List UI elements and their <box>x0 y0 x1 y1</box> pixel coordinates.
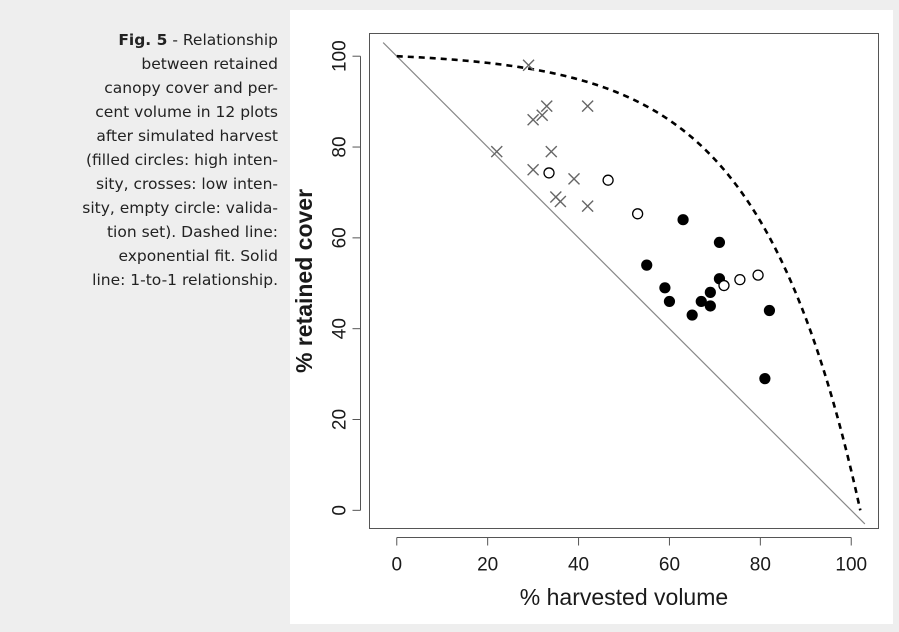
high-intensity-point <box>641 259 653 271</box>
caption-text-1: - Relationship <box>167 31 278 49</box>
validation-point <box>602 174 614 186</box>
data-points <box>490 59 776 385</box>
validation-point <box>718 279 730 292</box>
high-intensity-point <box>677 214 689 226</box>
caption-line-9: tion set). Dashed line: <box>106 223 278 241</box>
low-intensity-cross <box>581 100 594 113</box>
high-intensity-point <box>663 295 676 308</box>
y-tick-label: 0 <box>330 505 351 516</box>
high-intensity-point <box>713 236 726 248</box>
y-axis: 0 20 40 60 80 100 <box>330 40 361 516</box>
low-intensity-cross <box>540 100 553 113</box>
high-intensity-point <box>704 300 716 312</box>
exponential-fit-line <box>396 54 862 511</box>
reference-lines <box>382 42 866 525</box>
low-intensity-cross <box>527 163 540 176</box>
x-tick-label: 0 <box>391 555 402 576</box>
caption-line-8: sity, empty circle: valida- <box>82 199 278 217</box>
low-intensity-cross <box>545 145 558 158</box>
x-tick-label: 40 <box>568 555 589 576</box>
low-intensity-cross <box>527 113 540 126</box>
y-axis-title: % retained cover <box>291 189 317 373</box>
caption-line-5: after simulated harvest <box>96 127 278 145</box>
low-intensity-cross <box>554 195 567 208</box>
low-intensity-cross <box>536 109 549 122</box>
low-intensity-cross <box>490 145 503 158</box>
caption-line-7: sity, crosses: low inten- <box>96 175 278 193</box>
y-tick-label: 80 <box>330 136 351 157</box>
caption-line-10: exponential fit. Solid <box>118 247 278 265</box>
one-to-one-line <box>382 42 866 525</box>
high-intensity-point <box>704 286 716 298</box>
x-tick-label: 20 <box>477 555 498 576</box>
y-tick-label: 100 <box>330 40 351 72</box>
high-intensity-point <box>763 304 776 317</box>
figure-label: Fig. 5 <box>118 31 168 49</box>
x-tick-label: 60 <box>659 555 680 576</box>
validation-point <box>631 208 644 220</box>
low-intensity-cross <box>522 59 535 72</box>
high-intensity-point <box>695 295 707 308</box>
validation-point <box>752 269 764 281</box>
x-tick-label: 80 <box>750 555 771 576</box>
x-tick-label: 100 <box>835 555 867 576</box>
figure-caption: Fig. 5 - Relationship between retained c… <box>10 28 278 292</box>
x-axis-title: % harvested volume <box>520 584 728 610</box>
y-tick-label: 60 <box>330 227 351 248</box>
scatter-chart: 0 20 40 60 80 100 0 20 40 60 80 100 % harvested vo… <box>291 33 879 610</box>
y-tick-label: 20 <box>330 409 351 430</box>
caption-line-11: line: 1-to-1 relationship. <box>92 271 278 289</box>
high-intensity-point <box>759 373 771 385</box>
plot-panel: 0 20 40 60 80 100 0 20 40 60 80 100 % harvested vo… <box>290 10 893 624</box>
validation-point <box>543 167 555 179</box>
caption-line-1: Fig. 5 - Relationship <box>10 28 278 52</box>
caption-line-6: (filled circles: high inten- <box>85 151 278 169</box>
plot-frame <box>369 33 879 529</box>
caption-line-4: cent volume in 12 plots <box>95 103 278 121</box>
low-intensity-cross <box>568 172 581 185</box>
validation-point <box>734 273 746 286</box>
caption-line-2: between retained <box>141 55 278 73</box>
low-intensity-cross <box>581 200 594 213</box>
y-tick-label: 40 <box>330 318 351 339</box>
caption-line-3: canopy cover and per- <box>104 79 278 97</box>
high-intensity-point <box>659 282 671 294</box>
x-axis: 0 20 40 60 80 100 <box>391 537 867 576</box>
high-intensity-point <box>686 309 698 321</box>
